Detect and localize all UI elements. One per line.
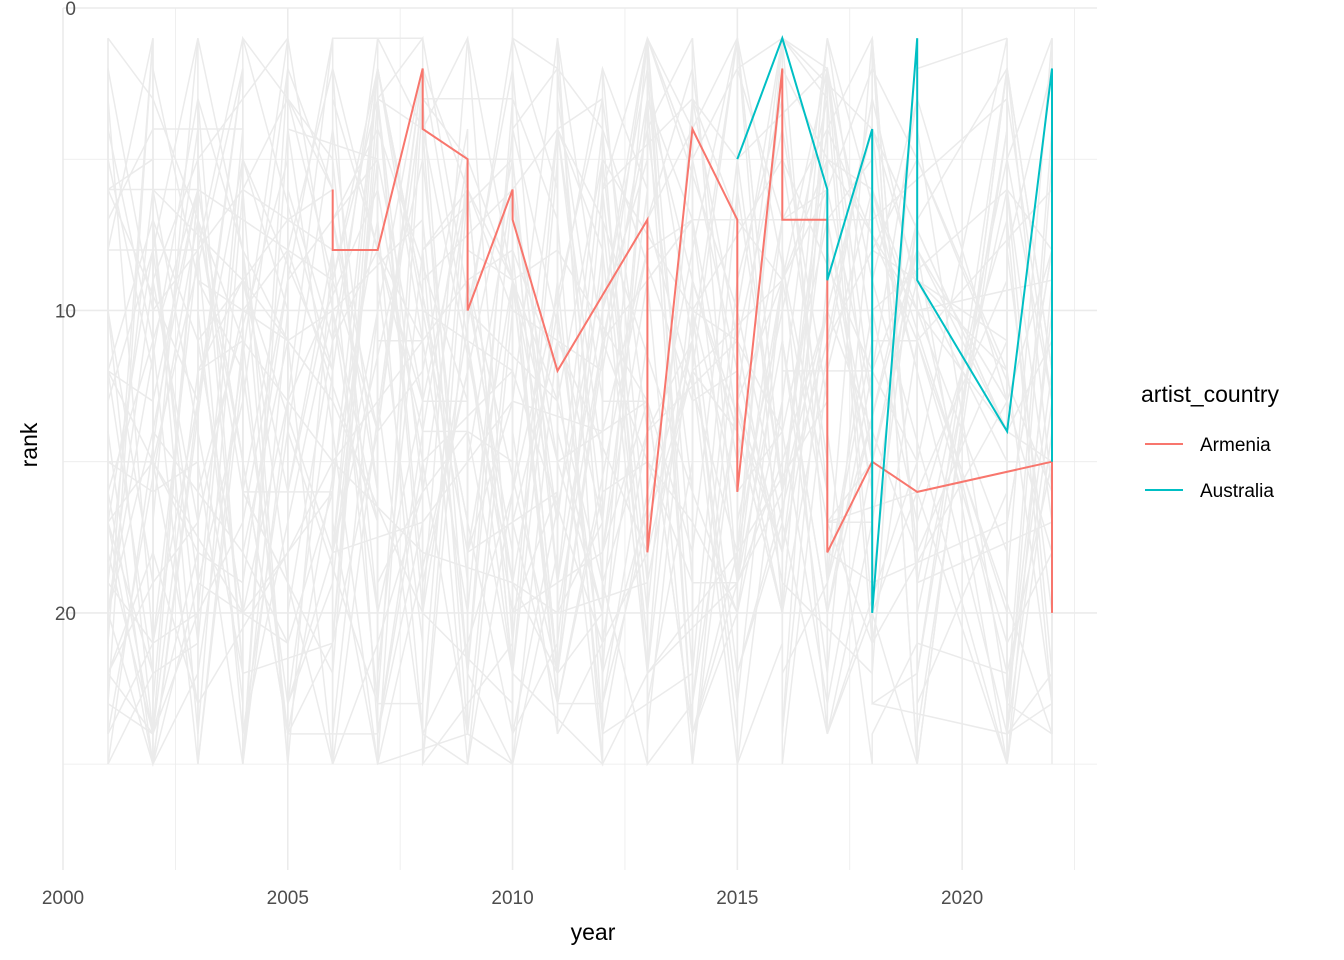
y-tick-label: 20	[55, 604, 76, 625]
legend-label: Armenia	[1200, 435, 1271, 456]
x-tick-label: 2000	[42, 888, 84, 909]
x-tick-label: 2020	[941, 888, 983, 909]
background-series-line	[107, 38, 1053, 735]
highlighted-series-lines	[331, 35, 1053, 613]
x-axis-title: year	[571, 919, 616, 945]
legend: artist_country Armenia Australia	[1141, 381, 1280, 502]
y-tick-label: 0	[65, 0, 76, 20]
y-axis-title: rank	[16, 422, 42, 467]
axis-tick-labels: 2000 2005 2010 2015 2020 0 10 20	[42, 0, 983, 909]
legend-entries: Armenia Australia	[1145, 435, 1274, 502]
background-series-line	[107, 38, 1053, 765]
x-tick-label: 2015	[716, 888, 758, 909]
series-line-armenia	[331, 68, 1053, 613]
legend-title: artist_country	[1141, 381, 1280, 407]
x-tick-label: 2005	[267, 888, 309, 909]
background-series-line	[107, 38, 1053, 765]
y-tick-label: 10	[55, 301, 76, 322]
series-line-australia	[736, 35, 1053, 613]
background-series-lines	[107, 35, 1053, 767]
x-tick-label: 2010	[491, 888, 533, 909]
legend-label: Australia	[1200, 481, 1274, 502]
